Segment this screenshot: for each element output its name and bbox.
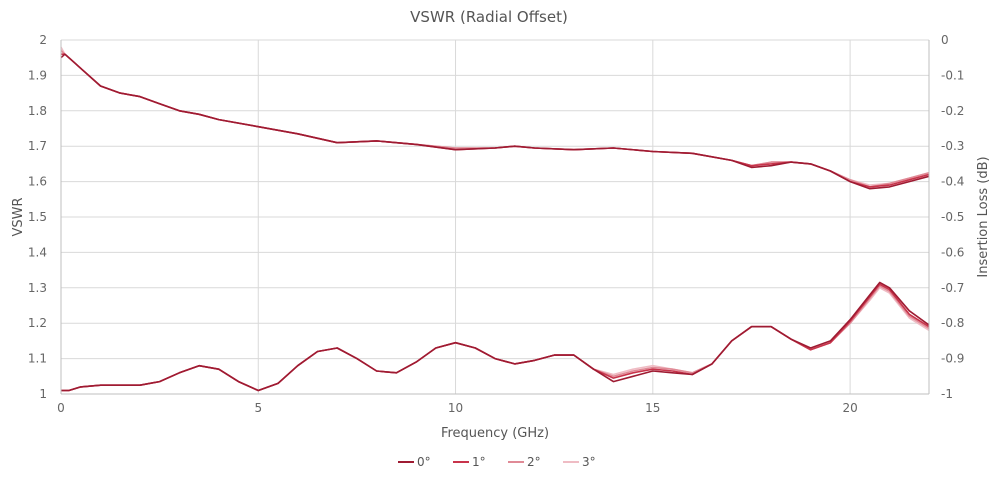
y-tick-label: 1.9: [28, 68, 47, 82]
y-tick-label: 1.8: [28, 104, 47, 118]
series-line-vswr: [61, 283, 930, 392]
y-axis-title: VSWR: [11, 197, 26, 236]
series-line-vswr: [61, 281, 930, 392]
y-tick-label: 1.5: [28, 210, 47, 224]
legend-label: 2°: [527, 455, 541, 469]
y2-tick-label: -0.7: [941, 281, 964, 295]
x-tick-label: 20: [842, 401, 857, 415]
y2-tick-label: -0.6: [941, 245, 964, 259]
y2-tick-label: -0.4: [941, 175, 964, 189]
y2-tick-label: -0.2: [941, 104, 964, 118]
x-axis-title: Frequency (GHz): [441, 426, 549, 441]
axes: 0 5 10 15 20 1 1.1 1.2 1.3 1.4 1.5 1.6 1.7 1.8 1.9 2 -1 -…: [28, 33, 965, 415]
grid: [61, 39, 929, 394]
x-tick-label: 15: [645, 401, 660, 415]
y2-tick-label: -0.3: [941, 139, 964, 153]
y2-tick-label: -0.1: [941, 68, 964, 82]
legend-label: 3°: [582, 455, 596, 469]
y-tick-label: 1: [39, 387, 47, 401]
plot-area: [60, 46, 930, 392]
y-tick-label: 1.6: [28, 175, 47, 189]
series-line-vswr: [61, 285, 930, 392]
series-line-insertion-loss: [60, 50, 930, 188]
y-tick-label: 1.3: [28, 281, 47, 295]
y2-tick-label: -0.8: [941, 316, 964, 330]
y-tick-label: 2: [39, 33, 47, 47]
legend-label: 0°: [417, 455, 431, 469]
y2-tick-label: -1: [941, 387, 953, 401]
legend-label: 1°: [472, 455, 486, 469]
y2-tick-label: -0.5: [941, 210, 964, 224]
series-line-insertion-loss: [61, 53, 930, 188]
y2-tick-label: -0.9: [941, 352, 964, 366]
x-tick-label: 0: [57, 401, 65, 415]
y-tick-label: 1.4: [28, 245, 47, 259]
x-tick-label: 5: [254, 401, 262, 415]
y-tick-label: 1.7: [28, 139, 47, 153]
legend: 0° 1° 2° 3°: [398, 455, 596, 469]
y-tick-label: 1.2: [28, 316, 47, 330]
y2-tick-label: 0: [941, 33, 949, 47]
series-line-insertion-loss: [60, 53, 930, 190]
series-line-vswr: [61, 286, 930, 392]
y-tick-label: 1.1: [28, 352, 47, 366]
series-line-insertion-loss: [60, 46, 930, 186]
x-tick-label: 10: [448, 401, 463, 415]
chart-title: VSWR (Radial Offset): [410, 8, 568, 26]
y2-axis-title: Insertion Loss (dB): [976, 156, 991, 277]
